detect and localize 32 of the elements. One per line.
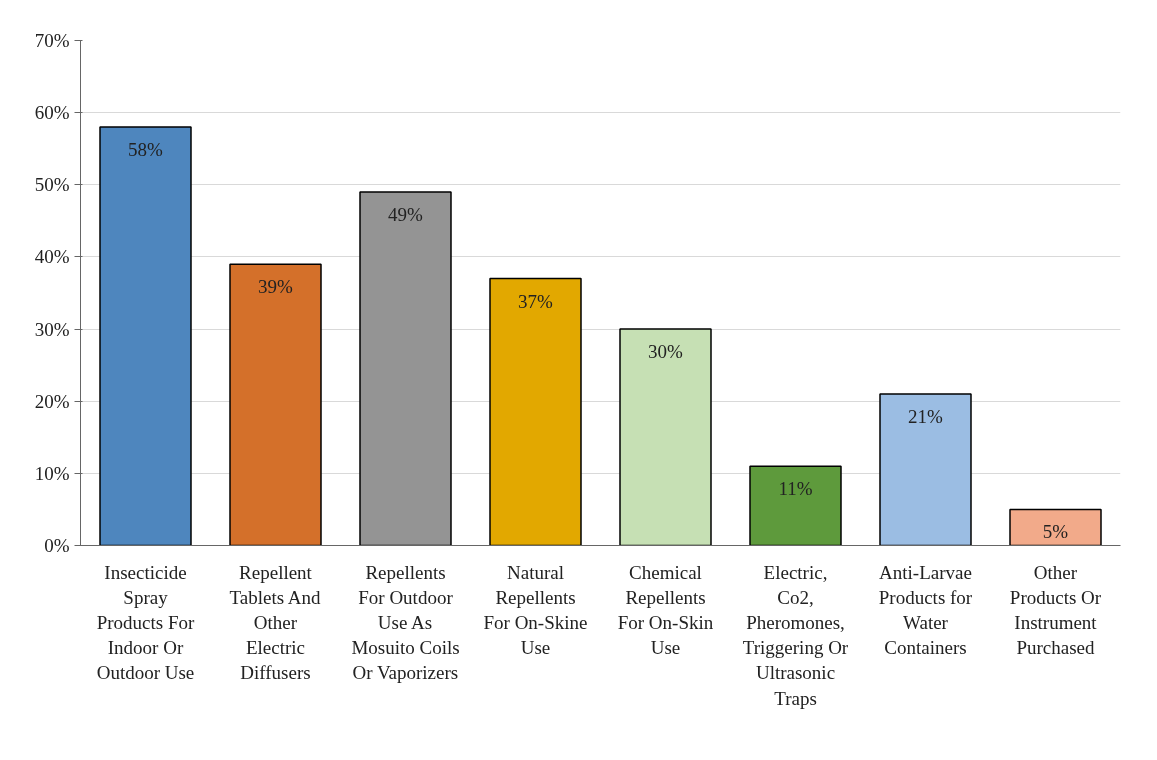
y-tick-label: 0% <box>44 535 70 556</box>
x-tick-label: Insecticide Spray Products For Indoor Or Outdoor Use <box>96 561 195 684</box>
bar <box>229 263 322 546</box>
y-tick-label: 50% <box>34 174 70 196</box>
x-tick-label: Repellents For Outdoor Use As Mosuito Coils Or Vaporizers <box>351 561 460 684</box>
y-tick-label: 60% <box>34 102 70 124</box>
data-label: 11% <box>778 478 813 500</box>
bar <box>99 126 192 546</box>
data-label: 21% <box>908 406 944 427</box>
bar <box>359 191 452 546</box>
data-label: 58% <box>128 139 164 161</box>
x-tick-label: Repellent Tablets And Other Electric Diffusers <box>229 561 321 684</box>
x-tick-label: Natural Repellents For On-Skine Use <box>483 561 588 659</box>
data-label: 5% <box>1042 521 1069 543</box>
bar <box>619 328 712 546</box>
x-tick-label: Other Products Or Instrument Purchased <box>1009 561 1102 659</box>
bar <box>1009 508 1102 546</box>
x-tick-label: Electric, Co2, Pheromones, Triggering Or Ultrasonic Traps <box>742 561 849 709</box>
x-tick-label: Chemical Repellents For On-Skin Use <box>617 561 714 659</box>
y-tick-label: 70% <box>34 30 70 51</box>
data-label: 39% <box>258 276 294 298</box>
y-tick-label: 10% <box>34 462 70 484</box>
data-label: 30% <box>648 341 684 363</box>
data-label: 37% <box>518 290 554 312</box>
bar <box>879 393 972 546</box>
y-tick-label: 40% <box>34 246 70 268</box>
y-tick-label: 30% <box>34 318 70 340</box>
y-tick-label: 20% <box>34 390 70 412</box>
data-label: 49% <box>388 204 424 225</box>
x-tick-label: Anti-Larvae Products for Water Containers <box>878 561 973 659</box>
bar <box>489 277 582 546</box>
bar <box>749 465 842 546</box>
